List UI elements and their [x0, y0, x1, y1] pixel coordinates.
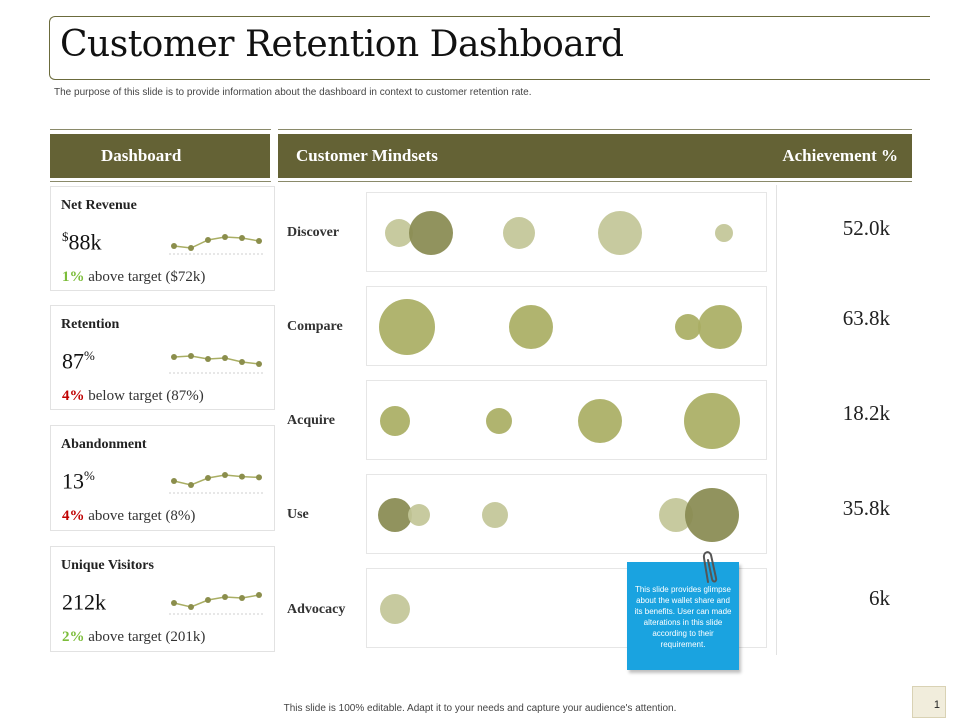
kpi-card-net-revenue: Net Revenue $88k 1% above target ($72k): [50, 186, 275, 291]
mindset-bubble: [408, 504, 431, 526]
kpi-value: 13%: [62, 468, 95, 494]
sparkline-point: [256, 361, 262, 367]
paperclip-icon: [702, 551, 718, 583]
kpi-target: 2% above target (201k): [62, 629, 206, 645]
sparkline-point: [171, 600, 177, 606]
kpi-value: 212k: [62, 589, 106, 615]
mindset-label-use: Use: [287, 507, 309, 522]
sparkline-point: [188, 353, 194, 359]
mindset-bubble: [577, 399, 622, 443]
sparkline-point: [222, 234, 228, 240]
kpi-card-abandonment: Abandonment 13% 4% above target (8%): [50, 425, 275, 531]
page-subtitle: The purpose of this slide is to provide …: [54, 87, 532, 98]
kpi-label: Unique Visitors: [61, 558, 154, 573]
page-number: 1: [912, 686, 946, 718]
mindset-bubble: [380, 406, 411, 436]
sparkline-point: [239, 359, 245, 365]
sparkline-point: [205, 356, 211, 362]
kpi-card-unique-visitors: Unique Visitors 212k 2% above target (20…: [50, 546, 275, 652]
mindset-bubble: [378, 498, 413, 532]
kpi-target: 1% above target ($72k): [62, 269, 206, 285]
kpi-label: Net Revenue: [61, 198, 137, 213]
mindset-label-advocacy: Advocacy: [287, 602, 346, 617]
kpi-sparkline: [169, 472, 264, 494]
header-rule: [50, 181, 271, 182]
sparkline-point: [205, 237, 211, 243]
sparkline-point: [171, 478, 177, 484]
sparkline-line: [173, 474, 260, 486]
achievement-header-label: Achievement %: [782, 146, 898, 165]
achievement-value-use: 35.8k: [842, 496, 890, 520]
mindset-bubble: [509, 305, 554, 349]
kpi-card-retention: Retention 87% 4% below target (87%): [50, 305, 275, 410]
mindset-label-acquire: Acquire: [287, 413, 335, 428]
kpi-target: 4% above target (8%): [62, 508, 196, 524]
sparkline-point: [239, 473, 245, 480]
mindset-bubble: [379, 299, 436, 355]
sparkline-point: [171, 354, 177, 360]
header-rule: [50, 129, 271, 130]
sparkline-point: [171, 243, 177, 249]
sparkline-point: [188, 604, 194, 610]
mindset-bubble: [674, 314, 701, 340]
sparkline-line: [173, 236, 260, 249]
bubble-row-advocacy: [366, 568, 767, 648]
mindsets-header: Customer Mindsets Achievement %: [278, 134, 912, 178]
sparkline-point: [239, 595, 245, 601]
bubble-row-compare: [366, 286, 767, 366]
mindset-bubble: [714, 224, 733, 242]
sparkline-point: [256, 238, 262, 244]
kpi-sparkline: [169, 592, 264, 615]
column-divider: [776, 185, 777, 655]
kpi-target: 4% below target (87%): [62, 388, 204, 404]
mindset-bubble: [409, 211, 454, 255]
mindset-bubble: [385, 219, 414, 247]
sparkline-point: [222, 355, 228, 361]
sparkline-point: [222, 472, 228, 478]
sticky-note-text: This slide provides glimpse about the wa…: [634, 585, 732, 649]
mindset-bubble: [697, 305, 742, 349]
sparkline-point: [239, 235, 245, 241]
achievement-value-discover: 52.0k: [842, 216, 890, 240]
mindset-label-compare: Compare: [287, 319, 343, 334]
mindset-bubble: [503, 217, 536, 249]
header-rule: [278, 129, 912, 130]
mindset-bubble: [482, 502, 509, 528]
sticky-note: This slide provides glimpse about the wa…: [627, 562, 739, 670]
achievement-value-acquire: 18.2k: [842, 401, 890, 425]
mindset-label-discover: Discover: [287, 225, 340, 240]
sparkline-point: [205, 475, 211, 481]
sparkline-point: [256, 592, 262, 598]
mindset-bubble: [597, 211, 642, 255]
title-frame: [49, 16, 930, 80]
sparkline-point: [256, 474, 262, 481]
mindset-bubble: [683, 393, 740, 449]
bubble-row-acquire: [366, 380, 767, 460]
dashboard-header: Dashboard: [50, 134, 270, 178]
kpi-sparkline: [169, 234, 264, 255]
sparkline-line: [173, 594, 260, 608]
sparkline-point: [188, 482, 194, 488]
mindset-bubble: [684, 488, 739, 542]
sparkline-point: [222, 594, 228, 600]
footer-text: This slide is 100% editable. Adapt it to…: [283, 703, 677, 714]
mindset-bubble: [380, 594, 411, 624]
bubble-row-use: [366, 474, 767, 554]
dashboard-header-label: Dashboard: [101, 146, 182, 165]
kpi-value: $88k: [62, 229, 102, 255]
sparkline-point: [205, 597, 211, 603]
bubble-row-discover: [366, 192, 767, 272]
kpi-label: Abandonment: [61, 437, 147, 452]
kpi-value: 87%: [62, 348, 95, 374]
mindset-bubble: [486, 408, 513, 434]
mindsets-header-label: Customer Mindsets: [296, 146, 438, 165]
kpi-sparkline: [169, 353, 264, 374]
achievement-value-compare: 63.8k: [842, 306, 890, 330]
sparkline-line: [173, 355, 260, 365]
page-title: Customer Retention Dashboard: [60, 24, 624, 65]
header-rule: [278, 181, 912, 182]
sparkline-point: [188, 245, 194, 251]
achievement-value-advocacy: 6k: [869, 586, 890, 610]
kpi-label: Retention: [61, 317, 120, 332]
